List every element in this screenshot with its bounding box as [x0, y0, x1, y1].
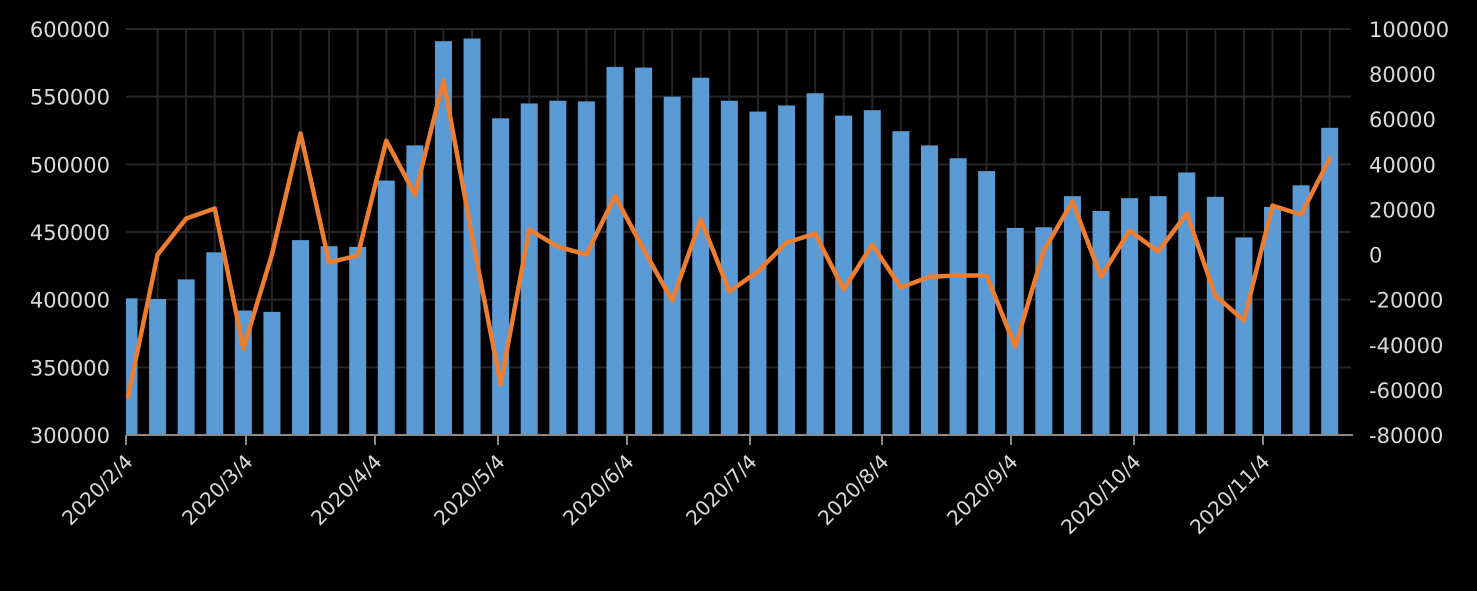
- right-axis-tick-label: -40000: [1369, 334, 1443, 358]
- right-axis-tick-label: -80000: [1369, 424, 1443, 448]
- left-axis-tick-label: 600000: [30, 18, 110, 42]
- left-axis-tick-label: 500000: [30, 153, 110, 177]
- bar: [1264, 206, 1282, 435]
- bar: [292, 240, 310, 435]
- right-axis-tick-label: 0: [1369, 244, 1382, 268]
- bar: [1092, 211, 1110, 435]
- right-axis-tick-label: 100000: [1369, 18, 1449, 42]
- bar: [606, 66, 624, 435]
- bar: [1149, 196, 1167, 435]
- bar: [126, 298, 138, 435]
- axes: [125, 434, 1353, 445]
- bar: [1006, 227, 1024, 435]
- bar: [206, 252, 224, 435]
- bar: [377, 180, 395, 435]
- bar: [1121, 198, 1139, 435]
- right-axis-tick-label: 80000: [1369, 63, 1436, 87]
- right-axis-tick-label: -60000: [1369, 379, 1443, 403]
- bar: [1206, 196, 1224, 435]
- left-axis-tick-label: 300000: [30, 424, 110, 448]
- right-axis-tick-label: 60000: [1369, 108, 1436, 132]
- bar: [806, 93, 824, 436]
- bar: [434, 41, 452, 436]
- bar: [177, 279, 195, 435]
- bar: [520, 103, 538, 435]
- bar: [1063, 196, 1081, 435]
- bar: [492, 118, 510, 435]
- bar: [863, 110, 881, 435]
- bar: [778, 105, 796, 436]
- bar: [549, 100, 567, 435]
- bar: [892, 131, 910, 435]
- line-series: [125, 78, 1332, 399]
- left-axis-tick-label: 550000: [30, 86, 110, 110]
- bar: [1178, 172, 1196, 435]
- right-axis-tick-label: 40000: [1369, 153, 1436, 177]
- bar: [835, 115, 853, 435]
- left-axis-labels: 300000 350000 400000 450000 500000 550000 6000…: [30, 18, 110, 448]
- bar: [720, 100, 738, 435]
- bar: [978, 171, 996, 435]
- bar: [263, 311, 281, 435]
- bar: [1321, 127, 1339, 435]
- bar: [949, 158, 967, 435]
- right-axis-labels: -80000 -60000 -40000 -20000 0 20000 40000 60000…: [1369, 18, 1449, 448]
- bar: [406, 145, 424, 436]
- right-axis-tick-label: 20000: [1369, 198, 1436, 222]
- left-axis-tick-label: 450000: [30, 221, 110, 245]
- left-axis-tick-label: 350000: [30, 356, 110, 380]
- bar: [1292, 185, 1310, 435]
- bar: [692, 77, 710, 435]
- bar: [1235, 237, 1253, 435]
- bar: [577, 101, 595, 436]
- bar: [349, 246, 367, 435]
- bar: [320, 246, 338, 435]
- right-axis-tick-label: -20000: [1369, 289, 1443, 313]
- bar-series: [126, 38, 1339, 436]
- bar: [149, 298, 167, 435]
- bar: [663, 96, 681, 436]
- bar: [920, 145, 938, 436]
- bar: [1035, 227, 1053, 435]
- left-axis-tick-label: 400000: [30, 289, 110, 313]
